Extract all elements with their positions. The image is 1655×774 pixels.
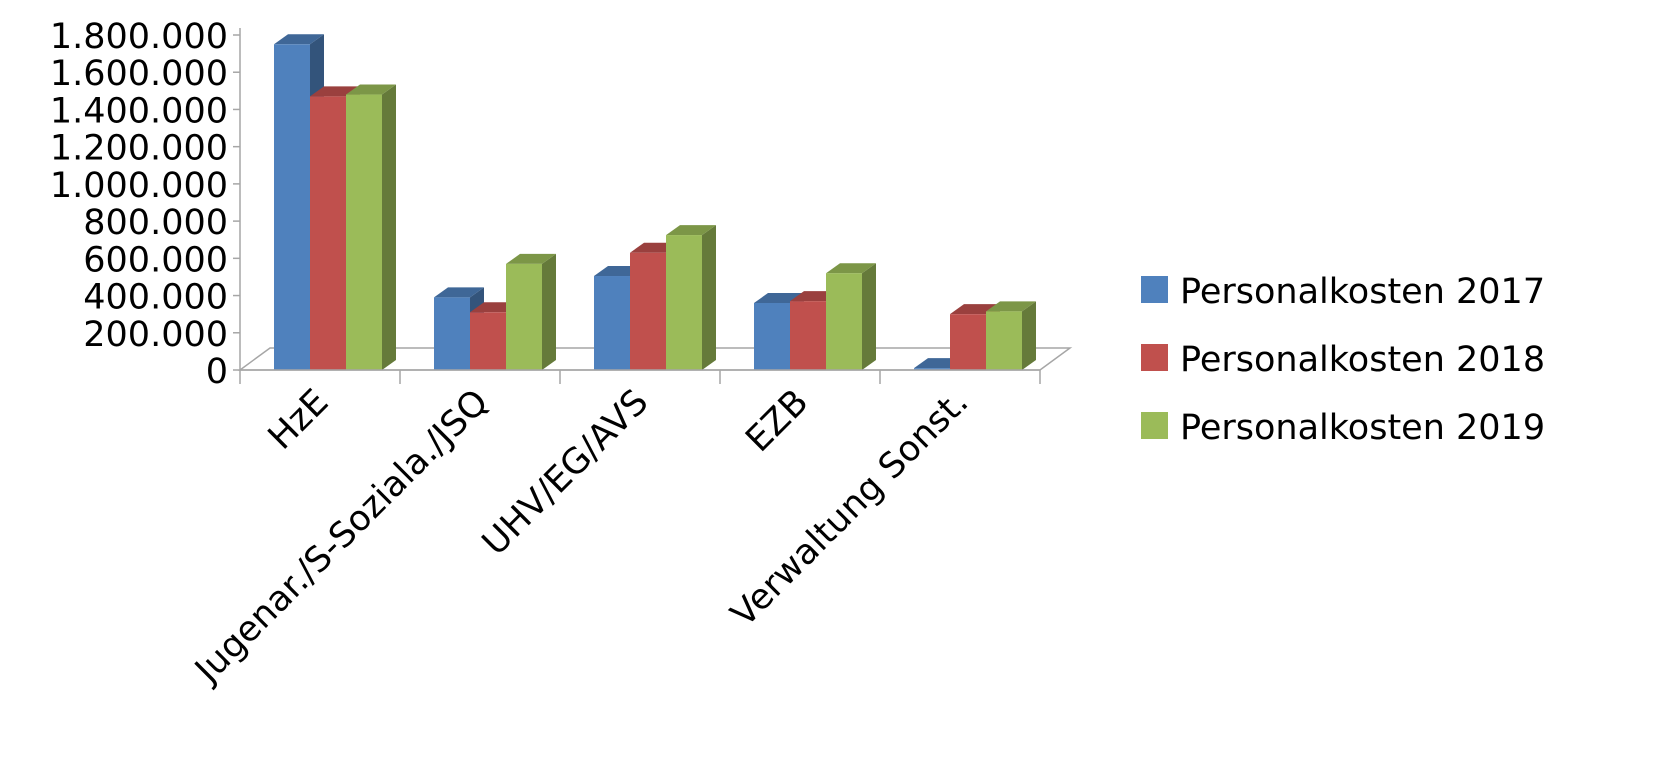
bar-front — [470, 312, 506, 370]
y-tick-label: 400.000 — [83, 278, 228, 318]
bar-front — [310, 96, 346, 371]
legend-entry: Personalkosten 2018 — [1141, 340, 1545, 380]
bar-front — [666, 235, 702, 370]
y-tick-label: 800.000 — [83, 203, 228, 243]
legend-swatch — [1141, 344, 1168, 371]
legend: Personalkosten 2017 Personalkosten 2018 Pe… — [1141, 272, 1545, 448]
bar-front — [506, 263, 542, 370]
bars — [274, 34, 1036, 371]
bar-front — [914, 368, 950, 370]
legend-label: Personalkosten 2018 — [1180, 340, 1545, 380]
bar-top — [666, 225, 716, 236]
bar-side — [382, 84, 396, 371]
bar — [986, 301, 1036, 370]
y-tick-label: 1.200.000 — [50, 129, 228, 169]
legend-swatch — [1141, 276, 1168, 303]
bar-side — [542, 253, 556, 370]
bar-front — [754, 303, 790, 370]
bar-top — [274, 34, 324, 45]
bar-front — [790, 301, 826, 370]
x-tick-label: UHV/EG/AVS — [475, 382, 656, 563]
bar-front — [274, 44, 310, 371]
bar-top — [346, 84, 396, 95]
bar — [506, 253, 556, 370]
x-tick-label: HzE — [261, 382, 337, 458]
legend-entry: Personalkosten 2017 — [1141, 272, 1545, 312]
bar-side — [862, 263, 876, 370]
bar-side — [1022, 301, 1036, 370]
bar-front — [630, 252, 666, 370]
bar-front — [986, 311, 1022, 370]
x-tick-label: EZB — [739, 382, 817, 460]
y-tick-label: 200.000 — [83, 315, 228, 355]
bar-side — [702, 225, 716, 370]
legend-entry: Personalkosten 2019 — [1141, 408, 1545, 448]
legend-label: Personalkosten 2017 — [1180, 272, 1545, 312]
y-tick-label: 1.800.000 — [50, 17, 228, 57]
y-tick-label: 0 — [206, 352, 228, 392]
bar-front — [434, 297, 470, 370]
bar-top — [826, 263, 876, 274]
bar-top — [986, 301, 1036, 312]
bar-front — [950, 314, 986, 370]
bar-front — [826, 273, 862, 370]
legend-swatch — [1141, 412, 1168, 439]
y-tick-label: 1.400.000 — [50, 91, 228, 131]
bar-front — [594, 276, 630, 370]
legend-label: Personalkosten 2019 — [1180, 408, 1545, 448]
bar — [826, 263, 876, 370]
y-tick-label: 1.000.000 — [50, 166, 228, 206]
x-tick-label: Jugenar./S-Soziala./JSQ — [187, 382, 497, 692]
bar-top — [434, 287, 484, 298]
y-axis: 0200.000400.000600.000800.0001.000.0001.… — [50, 17, 241, 392]
y-tick-label: 600.000 — [83, 240, 228, 280]
bar-top — [506, 253, 556, 264]
bar — [346, 84, 396, 371]
y-tick-label: 1.600.000 — [50, 54, 228, 94]
bar-front — [346, 94, 382, 371]
bar — [666, 225, 716, 370]
